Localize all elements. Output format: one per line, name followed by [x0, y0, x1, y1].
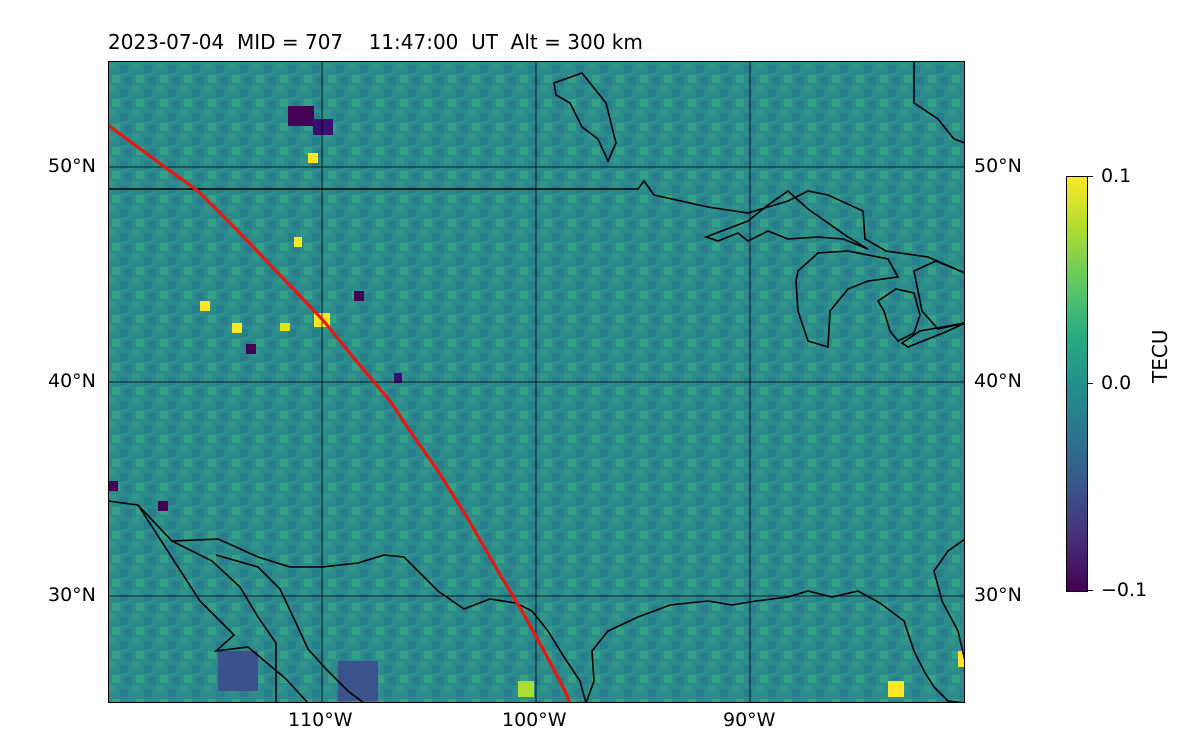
graticule: [108, 61, 965, 703]
lat-label-40-right: 40°N: [974, 370, 1022, 392]
lat-label-30-left: 30°N: [48, 584, 96, 606]
lat-label-40-left: 40°N: [48, 370, 96, 392]
lat-label-50-left: 50°N: [48, 155, 96, 177]
colorbar-tick-bottom: [1087, 590, 1093, 591]
colorbar-tick-mid: [1087, 383, 1093, 384]
colorbar-title: TECU: [1148, 329, 1172, 383]
colorbar-label-zero: 0.0: [1101, 372, 1132, 394]
tec-map: [108, 61, 965, 703]
colorbar-tick-top: [1087, 176, 1093, 177]
colorbar-label-max: 0.1: [1101, 165, 1132, 187]
colorbar-label-min: −0.1: [1101, 579, 1148, 601]
lat-label-50-right: 50°N: [974, 155, 1022, 177]
lat-label-30-right: 30°N: [974, 584, 1022, 606]
map-canvas: [108, 61, 965, 703]
lon-label-100: 100°W: [502, 709, 567, 731]
colorbar: [1066, 176, 1088, 592]
map-title: 2023-07-04 MID = 707 11:47:00 UT Alt = 3…: [108, 30, 643, 54]
terminator-line: [108, 123, 572, 703]
lon-label-110: 110°W: [288, 709, 353, 731]
tec-anomalies: [108, 106, 965, 701]
coastlines: [108, 61, 965, 703]
lon-label-90: 90°W: [723, 709, 776, 731]
